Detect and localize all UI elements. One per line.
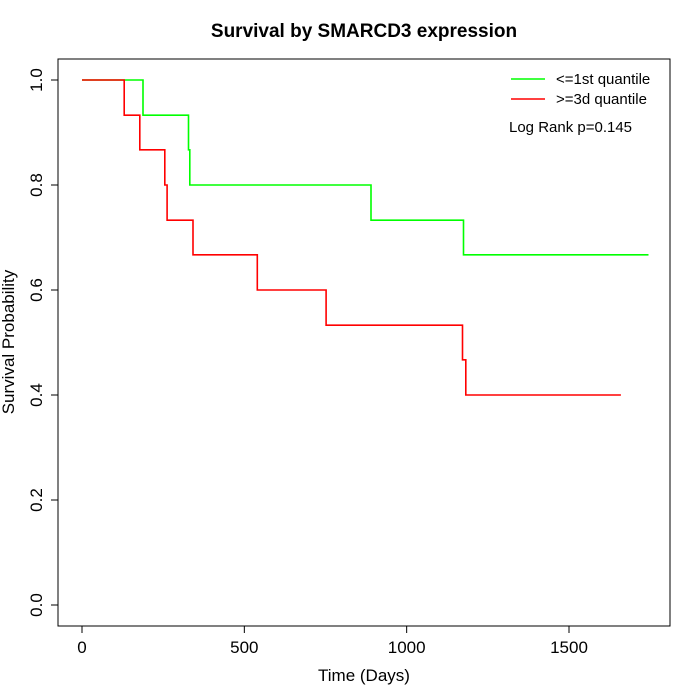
x-axis-label: Time (Days)	[318, 666, 410, 685]
y-tick-label: 1.0	[27, 68, 46, 92]
series-line-2	[82, 79, 621, 396]
y-tick-label: 0.4	[27, 383, 46, 407]
x-axis: 0 500 1000 1500	[77, 625, 588, 657]
y-tick-label: 0.6	[27, 278, 46, 302]
log-rank-annotation: Log Rank p=0.145	[509, 119, 632, 136]
series-layer	[82, 79, 649, 396]
y-axis-label: Survival Probability	[0, 269, 18, 414]
plot-frame	[57, 58, 671, 627]
x-tick-label: 0	[77, 638, 86, 657]
y-tick-label: 0.0	[27, 593, 46, 617]
x-tick-label: 1500	[550, 638, 588, 657]
legend-label-1: <=1st quantile	[556, 71, 650, 88]
series-line-1	[82, 79, 649, 256]
legend-label-2: >=3d quantile	[556, 91, 647, 108]
legend: <=1st quantile >=3d quantile	[511, 71, 650, 108]
x-tick-label: 500	[230, 638, 258, 657]
x-tick-label: 1000	[388, 638, 426, 657]
y-tick-label: 0.2	[27, 488, 46, 512]
y-tick-label: 0.8	[27, 173, 46, 197]
y-axis: 0.0 0.2 0.4 0.6 0.8 1.0	[27, 68, 59, 617]
chart-title: Survival by SMARCD3 expression	[211, 21, 517, 42]
